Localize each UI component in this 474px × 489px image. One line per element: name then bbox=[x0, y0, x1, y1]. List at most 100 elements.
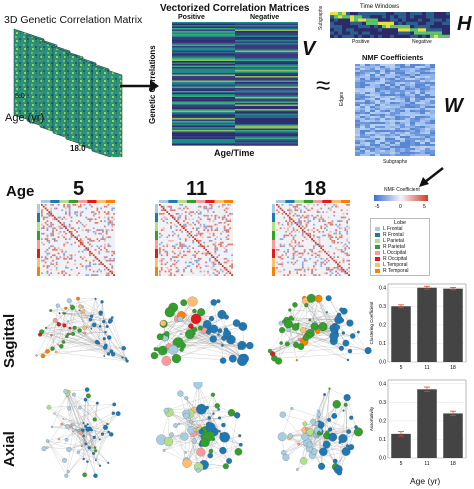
corr-cell bbox=[41, 209, 43, 212]
corr-cell bbox=[179, 259, 182, 262]
vec-row-negative bbox=[235, 31, 298, 33]
corr-cell bbox=[171, 214, 174, 217]
corr-cell bbox=[276, 213, 278, 215]
corr-cell bbox=[103, 245, 106, 248]
corr-cell bbox=[192, 232, 195, 235]
corr-cell bbox=[83, 232, 86, 235]
corr-cell bbox=[57, 259, 60, 262]
corr-cell bbox=[210, 214, 213, 217]
corr-cell bbox=[57, 204, 60, 206]
corr-cell bbox=[59, 254, 62, 257]
corr-cell bbox=[337, 227, 339, 230]
corr-cell bbox=[179, 274, 182, 276]
corr-cell bbox=[311, 213, 313, 215]
vec-row-negative bbox=[235, 80, 298, 83]
corr-cell bbox=[199, 267, 202, 269]
corr-cell bbox=[79, 211, 82, 213]
W-cell bbox=[370, 64, 376, 67]
H-cell bbox=[374, 28, 379, 32]
corr-cell bbox=[162, 267, 165, 269]
W-cell bbox=[390, 66, 396, 69]
corr-cell bbox=[76, 223, 78, 226]
corr-cell bbox=[281, 205, 284, 208]
H-cell bbox=[386, 34, 391, 38]
W-cell bbox=[385, 144, 391, 147]
corr-cell bbox=[197, 249, 200, 251]
corr-cell bbox=[296, 218, 299, 221]
corr-cell bbox=[170, 238, 172, 240]
vec-row-positive bbox=[172, 47, 235, 50]
W-cell bbox=[355, 112, 361, 115]
corr-cell bbox=[55, 222, 58, 224]
lobe-strip bbox=[272, 213, 275, 222]
lobe-strip bbox=[276, 200, 286, 203]
W-cell bbox=[395, 110, 401, 113]
corr-cell bbox=[52, 204, 54, 206]
W-cell bbox=[370, 106, 376, 109]
corr-cell bbox=[105, 268, 108, 271]
corr-cell bbox=[103, 240, 106, 242]
H-cell bbox=[430, 28, 435, 32]
corr-cell bbox=[72, 229, 75, 231]
corr-cell bbox=[164, 234, 167, 237]
corr-cell bbox=[59, 261, 62, 264]
corr-cell bbox=[171, 225, 174, 228]
corr-cell bbox=[107, 218, 110, 221]
corr-cell bbox=[199, 213, 202, 215]
corr-cell bbox=[309, 213, 312, 215]
W-cell bbox=[360, 140, 366, 143]
W-cell bbox=[430, 82, 435, 85]
corr-cell bbox=[221, 218, 224, 221]
corr-cell bbox=[76, 267, 78, 269]
corr-cell bbox=[159, 270, 161, 273]
corr-cell bbox=[41, 270, 43, 273]
corr-cell bbox=[335, 209, 338, 212]
corr-cell bbox=[66, 236, 69, 239]
corr-cell bbox=[216, 227, 219, 230]
corr-cell bbox=[63, 254, 66, 257]
corr-cell bbox=[207, 204, 209, 206]
corr-cell bbox=[105, 249, 108, 251]
corr-cell bbox=[314, 211, 317, 213]
corr-cell bbox=[196, 236, 198, 239]
H-cell bbox=[334, 28, 339, 32]
corr-cell bbox=[220, 261, 222, 264]
W-cell bbox=[420, 132, 426, 135]
corr-cell bbox=[346, 220, 349, 222]
corr-cell bbox=[196, 249, 198, 251]
corr-cell bbox=[90, 261, 93, 264]
W-cell bbox=[400, 66, 406, 69]
corr-cell bbox=[85, 256, 88, 258]
corr-cell bbox=[98, 207, 101, 210]
corr-cell bbox=[70, 234, 73, 237]
corr-cell bbox=[190, 245, 193, 248]
W-cell bbox=[390, 90, 396, 93]
corr-cell bbox=[183, 236, 185, 239]
H-cell bbox=[438, 28, 443, 32]
corr-cell bbox=[207, 231, 209, 233]
corr-cell bbox=[81, 213, 84, 215]
corr-cell bbox=[90, 252, 93, 255]
corr-cell bbox=[111, 236, 114, 239]
corr-cell bbox=[55, 267, 58, 269]
W-cell bbox=[420, 142, 426, 145]
corr-cell bbox=[192, 214, 195, 217]
corr-cell bbox=[173, 265, 176, 267]
corr-cell bbox=[218, 213, 221, 215]
W-cell bbox=[430, 122, 435, 125]
W-cell bbox=[425, 120, 431, 123]
W-cell bbox=[430, 88, 435, 91]
corr-cell bbox=[85, 213, 88, 215]
corr-cell bbox=[74, 225, 77, 228]
corr-cell bbox=[160, 232, 163, 235]
corr-cell bbox=[92, 227, 95, 230]
corr-cell bbox=[309, 227, 312, 230]
corr-cell bbox=[170, 263, 172, 266]
W-cell bbox=[385, 80, 391, 83]
corr-cell bbox=[170, 234, 172, 237]
H-cell bbox=[386, 15, 391, 19]
corr-cell bbox=[170, 236, 172, 239]
corr-cell bbox=[231, 234, 233, 237]
W-cell bbox=[360, 128, 366, 131]
corr-cell bbox=[318, 218, 321, 221]
